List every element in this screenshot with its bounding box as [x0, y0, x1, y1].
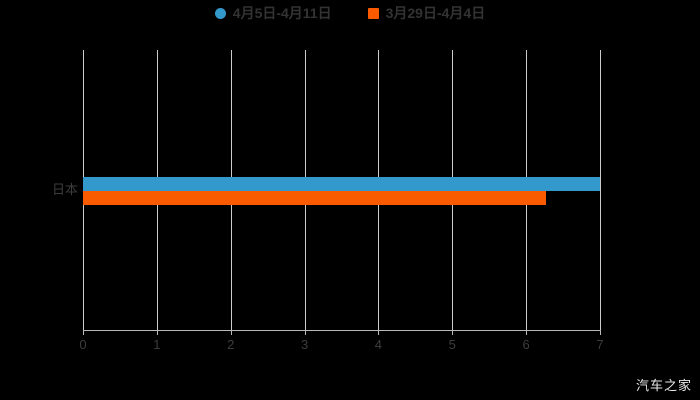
category-label-japan: 日本	[51, 182, 78, 197]
legend-marker-square-icon	[367, 7, 379, 19]
legend-label-series-0: 4月5日-4月11日	[232, 5, 332, 21]
x-tick-label-2: 2	[227, 337, 235, 352]
legend-marker-circle-icon	[214, 7, 226, 19]
x-tick-label-7: 7	[596, 337, 604, 352]
tick-mark-0	[83, 330, 84, 335]
tick-mark-2	[230, 330, 232, 335]
x-tick-label-4: 4	[374, 337, 383, 352]
tick-mark-6	[526, 330, 528, 335]
bar-日本-series-1[interactable]	[83, 191, 547, 205]
plot-area	[83, 50, 601, 330]
legend-label-series-1: 3月29日-4月4日	[385, 5, 486, 21]
x-tick-label-0: 0	[79, 337, 87, 352]
tick-mark-3	[304, 330, 306, 335]
gridline-7	[600, 50, 601, 330]
legend-item-series-0[interactable]: 4月5日-4月11日	[214, 5, 332, 21]
legend-item-series-1[interactable]: 3月29日-4月4日	[367, 5, 486, 21]
tick-mark-7	[600, 330, 601, 335]
x-tick-label-3: 3	[300, 337, 309, 352]
tick-mark-1	[156, 330, 158, 335]
x-tick-label-6: 6	[522, 337, 530, 352]
watermark: 汽车之家	[635, 378, 692, 393]
chart-legend: 4月5日-4月11日 3月29日-4月4日	[0, 6, 700, 20]
x-axis-line	[83, 330, 601, 331]
tick-mark-4	[378, 330, 380, 335]
tick-mark-5	[452, 330, 454, 335]
bar-日本-series-0[interactable]	[83, 177, 600, 191]
x-tick-label-1: 1	[153, 337, 161, 352]
x-tick-label-5: 5	[448, 337, 456, 352]
